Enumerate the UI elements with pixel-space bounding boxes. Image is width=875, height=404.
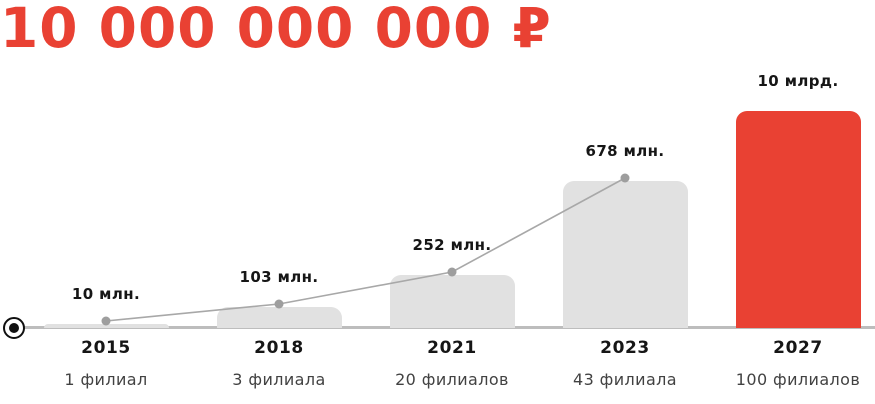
bar-2015 bbox=[43, 324, 169, 328]
value-label-2018: 103 млн. bbox=[239, 268, 319, 286]
bar-2021 bbox=[389, 275, 515, 328]
value-label-2023: 678 млн. bbox=[585, 142, 665, 160]
value-label-2015: 10 млн. bbox=[71, 285, 141, 303]
year-label-2021: 2021 bbox=[427, 338, 477, 358]
year-label-2015: 2015 bbox=[81, 338, 131, 358]
value-label-2027: 10 млрд. bbox=[757, 72, 839, 90]
target-bullseye-core bbox=[9, 323, 19, 333]
branch-label-2015: 1 филиал bbox=[64, 370, 148, 389]
target-bullseye-icon bbox=[3, 317, 25, 339]
bar-2018 bbox=[216, 307, 342, 328]
branch-label-2021: 20 филиалов bbox=[395, 370, 509, 389]
bar-2023 bbox=[562, 181, 688, 328]
growth-trend-line bbox=[105, 177, 626, 322]
year-label-2023: 2023 bbox=[600, 338, 650, 358]
value-label-2021: 252 млн. bbox=[412, 236, 492, 254]
year-label-2018: 2018 bbox=[254, 338, 304, 358]
chart-title: 10 000 000 000 ₽ bbox=[0, 0, 552, 60]
bar-2027 bbox=[735, 111, 861, 328]
branch-label-2027: 100 филиалов bbox=[735, 370, 861, 389]
branch-label-2018: 3 филиала bbox=[232, 370, 326, 389]
branch-label-2023: 43 филиала bbox=[573, 370, 677, 389]
year-label-2027: 2027 bbox=[773, 338, 823, 358]
